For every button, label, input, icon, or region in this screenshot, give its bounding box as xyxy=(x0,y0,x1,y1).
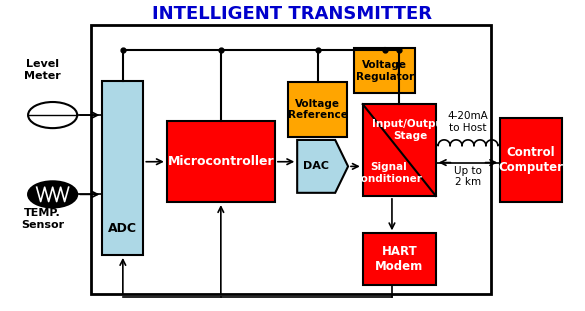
Text: TEMP.
Sensor: TEMP. Sensor xyxy=(21,208,64,230)
Text: HART
Modem: HART Modem xyxy=(375,245,424,273)
Circle shape xyxy=(28,102,77,128)
Bar xyxy=(167,121,275,202)
Text: Voltage
Reference: Voltage Reference xyxy=(288,99,347,120)
Text: 4-20mA
to Host: 4-20mA to Host xyxy=(448,111,488,133)
Text: DAC: DAC xyxy=(303,161,329,171)
Bar xyxy=(354,48,415,93)
Text: INTELLIGENT TRANSMITTER: INTELLIGENT TRANSMITTER xyxy=(153,5,432,23)
Text: Level
Meter: Level Meter xyxy=(25,59,61,81)
Text: Up to
2 km: Up to 2 km xyxy=(454,166,482,187)
Bar xyxy=(500,118,562,202)
Text: Voltage
Regulator: Voltage Regulator xyxy=(356,60,414,81)
Text: Signal
Conditioner: Signal Conditioner xyxy=(354,162,423,184)
Text: Microcontroller: Microcontroller xyxy=(167,155,274,168)
Text: Control
Computer: Control Computer xyxy=(498,146,563,174)
Text: Input/Output
Stage: Input/Output Stage xyxy=(372,119,448,141)
Bar xyxy=(363,104,436,196)
Bar xyxy=(363,233,436,285)
Bar xyxy=(102,81,143,255)
Bar xyxy=(91,25,491,294)
Circle shape xyxy=(28,181,77,207)
Polygon shape xyxy=(297,140,348,193)
Text: ADC: ADC xyxy=(108,222,137,235)
Bar xyxy=(288,82,347,137)
